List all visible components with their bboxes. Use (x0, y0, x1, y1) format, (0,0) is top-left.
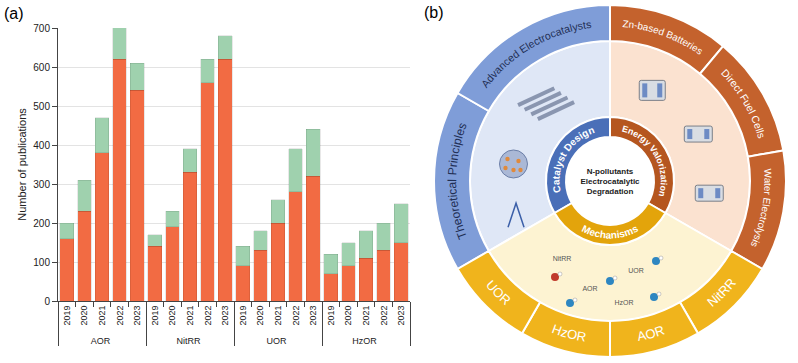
svg-text:Mechanisms: Mechanisms (580, 223, 640, 241)
svg-text:(b): (b) (424, 4, 444, 21)
svg-text:300: 300 (33, 179, 50, 190)
svg-text:AOR: AOR (582, 285, 597, 292)
svg-text:700: 700 (33, 23, 50, 34)
svg-text:NitRR: NitRR (176, 336, 200, 346)
svg-text:(a): (a) (4, 5, 24, 22)
svg-text:2023: 2023 (308, 306, 318, 326)
svg-text:600: 600 (33, 62, 50, 73)
svg-text:500: 500 (33, 101, 50, 112)
svg-text:400: 400 (33, 140, 50, 151)
svg-text:2022: 2022 (115, 306, 125, 326)
svg-text:Zn-based Batteries: Zn-based Batteries (622, 18, 705, 57)
svg-text:2019: 2019 (326, 306, 336, 326)
svg-text:2023: 2023 (396, 306, 406, 326)
svg-text:N-pollutants: N-pollutants (587, 167, 634, 176)
svg-text:2019: 2019 (238, 306, 248, 326)
svg-text:2023: 2023 (132, 306, 142, 326)
svg-text:UOR: UOR (628, 267, 644, 274)
svg-text:2020: 2020 (343, 306, 353, 326)
svg-text:Electrocatalytic: Electrocatalytic (580, 177, 640, 186)
svg-text:2021: 2021 (185, 306, 195, 326)
svg-text:AOR: AOR (636, 322, 667, 344)
svg-text:2020: 2020 (255, 306, 265, 326)
svg-text:UOR: UOR (266, 336, 287, 346)
svg-text:2020: 2020 (167, 306, 177, 326)
svg-text:100: 100 (33, 257, 50, 268)
svg-text:Degradation: Degradation (587, 187, 634, 196)
svg-text:2021: 2021 (97, 306, 107, 326)
svg-text:AOR: AOR (91, 336, 111, 346)
svg-text:NitRR: NitRR (704, 275, 739, 310)
svg-text:2019: 2019 (150, 306, 160, 326)
svg-text:200: 200 (33, 218, 50, 229)
svg-text:Number of publications: Number of publications (16, 108, 28, 221)
svg-text:HzOR: HzOR (614, 299, 633, 306)
svg-text:2019: 2019 (62, 306, 72, 326)
svg-text:Direct Fuel Cells: Direct Fuel Cells (719, 67, 767, 139)
svg-text:HzOR: HzOR (352, 336, 377, 346)
svg-text:2021: 2021 (361, 306, 371, 326)
svg-text:2022: 2022 (379, 306, 389, 326)
svg-text:2021: 2021 (273, 306, 283, 326)
svg-text:Advanced Electrocatalysts: Advanced Electrocatalysts (479, 18, 592, 90)
svg-text:2020: 2020 (79, 306, 89, 326)
svg-text:2023: 2023 (220, 306, 230, 326)
svg-text:0: 0 (44, 296, 50, 307)
svg-text:2022: 2022 (291, 306, 301, 326)
svg-text:UOR: UOR (483, 277, 514, 308)
svg-text:Water Electrolysis: Water Electrolysis (749, 168, 774, 249)
svg-text:NitRR: NitRR (553, 255, 572, 262)
svg-text:Theoretical Principles: Theoretical Principles (445, 121, 470, 242)
svg-text:HzOR: HzOR (550, 321, 587, 344)
svg-text:2022: 2022 (203, 306, 213, 326)
